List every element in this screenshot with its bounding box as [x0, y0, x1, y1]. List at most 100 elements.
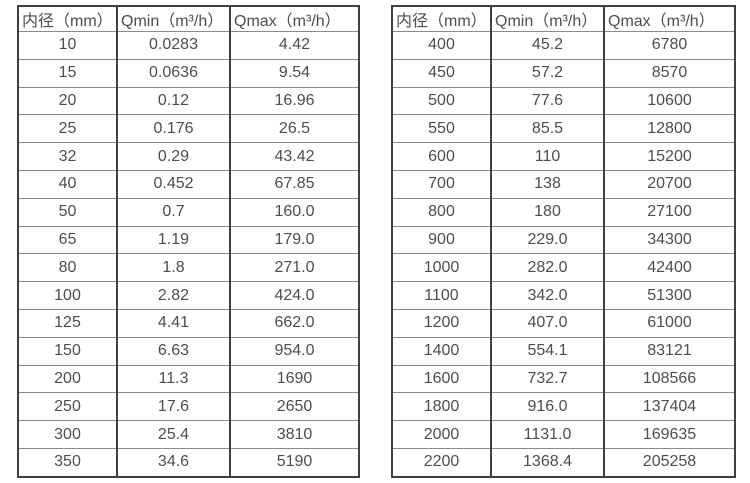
table-row: 500 77.6 10600: [391, 86, 736, 116]
table-row: 1400 554.1 83121: [391, 336, 736, 366]
table-cell: 0.0283: [116, 31, 231, 60]
table-row: 1800 916.0 137404: [391, 392, 736, 422]
table-body: 10 0.0283 4.42 15 0.0636 9.54 20 0.12 16.96 25 0.1…: [17, 31, 360, 478]
table-row: 350 34.6 5190: [17, 447, 360, 478]
table-cell: 12800: [603, 114, 736, 144]
table-row: 80 1.8 271.0: [17, 253, 360, 283]
table-cell: 0.0636: [116, 58, 231, 88]
table-cell: 85.5: [490, 114, 605, 144]
table-row: 400 45.2 6780: [391, 31, 736, 60]
table-row: 300 25.4 3810: [17, 420, 360, 449]
table-cell: 160.0: [229, 197, 360, 227]
table-cell: 550: [391, 114, 492, 144]
table-cell: 15: [17, 58, 118, 88]
table-cell: 25.4: [116, 420, 231, 449]
table-cell: 600: [391, 142, 492, 171]
table-cell: 900: [391, 225, 492, 255]
table-cell: 179.0: [229, 225, 360, 255]
table-cell: 800: [391, 197, 492, 227]
table-row: 700 138 20700: [391, 169, 736, 199]
table-row: 150 6.63 954.0: [17, 336, 360, 366]
table-cell: 662.0: [229, 308, 360, 338]
table-cell: 26.5: [229, 114, 360, 144]
table-cell: 67.85: [229, 169, 360, 199]
table-row: 20 0.12 16.96: [17, 86, 360, 116]
table-cell: 954.0: [229, 336, 360, 366]
table-cell: 20: [17, 86, 118, 116]
table-row: 50 0.7 160.0: [17, 197, 360, 227]
table-row: 100 2.82 424.0: [17, 281, 360, 310]
table-cell: 150: [17, 336, 118, 366]
table-cell: 169635: [603, 420, 736, 449]
table-cell: 350: [17, 447, 118, 478]
table-row: 125 4.41 662.0: [17, 308, 360, 338]
table-cell: 205258: [603, 447, 736, 478]
table-row: 900 229.0 34300: [391, 225, 736, 255]
table-row: 15 0.0636 9.54: [17, 58, 360, 88]
table-cell: 300: [17, 420, 118, 449]
table-row: 25 0.176 26.5: [17, 114, 360, 144]
table-row: 1100 342.0 51300: [391, 281, 736, 310]
table-cell: 500: [391, 86, 492, 116]
table-cell: 4.42: [229, 31, 360, 60]
table-cell: 1.8: [116, 253, 231, 283]
table-cell: 5190: [229, 447, 360, 478]
table-cell: 10600: [603, 86, 736, 116]
header-qmin: Qmin（m³/h）: [116, 5, 231, 32]
flow-table-small-diameters: 内径（mm） Qmin（m³/h） Qmax（m³/h） 10 0.0283 4.4…: [17, 5, 360, 478]
table-cell: 2.82: [116, 281, 231, 310]
table-cell: 1690: [229, 364, 360, 394]
header-qmin: Qmin（m³/h）: [490, 5, 605, 32]
table-cell: 1800: [391, 392, 492, 422]
table-cell: 0.12: [116, 86, 231, 116]
table-cell: 2000: [391, 420, 492, 449]
table-cell: 180: [490, 197, 605, 227]
table-cell: 4.41: [116, 308, 231, 338]
table-row: 10 0.0283 4.42: [17, 31, 360, 60]
header-qmax: Qmax（m³/h）: [229, 5, 360, 32]
table-cell: 9.54: [229, 58, 360, 88]
table-body: 400 45.2 6780 450 57.2 8570 500 77.6 10600 550 85.…: [391, 31, 736, 478]
table-cell: 65: [17, 225, 118, 255]
table-cell: 250: [17, 392, 118, 422]
table-cell: 0.29: [116, 142, 231, 171]
header-inner-diameter: 内径（mm）: [391, 5, 492, 32]
table-row: 450 57.2 8570: [391, 58, 736, 88]
table-cell: 43.42: [229, 142, 360, 171]
table-cell: 407.0: [490, 308, 605, 338]
table-row: 1600 732.7 108566: [391, 364, 736, 394]
header-qmax: Qmax（m³/h）: [603, 5, 736, 32]
table-cell: 6.63: [116, 336, 231, 366]
table-cell: 1400: [391, 336, 492, 366]
table-cell: 732.7: [490, 364, 605, 394]
table-cell: 80: [17, 253, 118, 283]
table-cell: 0.7: [116, 197, 231, 227]
table-cell: 6780: [603, 31, 736, 60]
table-cell: 1.19: [116, 225, 231, 255]
table-cell: 15200: [603, 142, 736, 171]
table-row: 250 17.6 2650: [17, 392, 360, 422]
table-cell: 1131.0: [490, 420, 605, 449]
table-cell: 25: [17, 114, 118, 144]
table-cell: 0.176: [116, 114, 231, 144]
table-cell: 40: [17, 169, 118, 199]
table-cell: 16.96: [229, 86, 360, 116]
table-cell: 8570: [603, 58, 736, 88]
table-cell: 282.0: [490, 253, 605, 283]
table-cell: 450: [391, 58, 492, 88]
table-cell: 200: [17, 364, 118, 394]
table-cell: 57.2: [490, 58, 605, 88]
table-cell: 110: [490, 142, 605, 171]
table-cell: 700: [391, 169, 492, 199]
table-cell: 125: [17, 308, 118, 338]
table-cell: 34.6: [116, 447, 231, 478]
table-cell: 61000: [603, 308, 736, 338]
table-cell: 137404: [603, 392, 736, 422]
table-cell: 83121: [603, 336, 736, 366]
table-cell: 1100: [391, 281, 492, 310]
table-cell: 916.0: [490, 392, 605, 422]
table-cell: 271.0: [229, 253, 360, 283]
table-cell: 45.2: [490, 31, 605, 60]
table-cell: 229.0: [490, 225, 605, 255]
table-row: 40 0.452 67.85: [17, 169, 360, 199]
